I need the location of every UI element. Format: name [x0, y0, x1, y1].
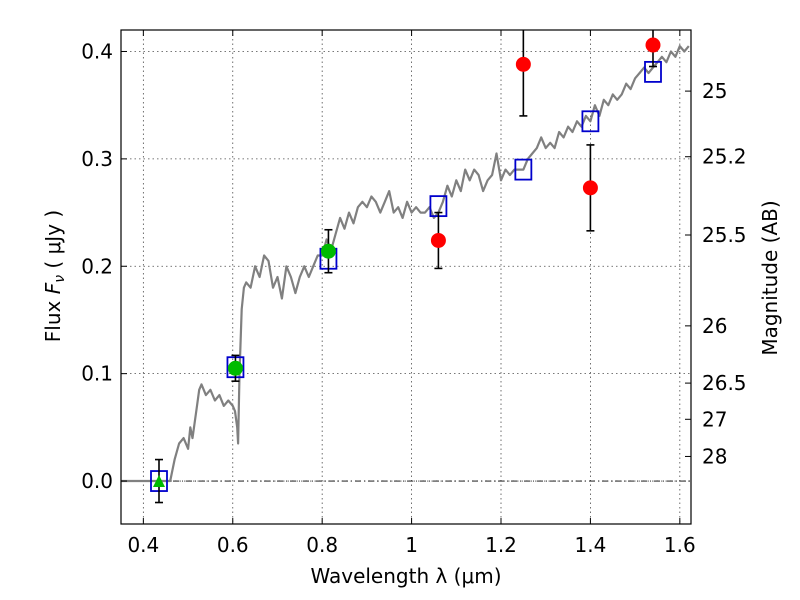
red-flux-point [645, 37, 661, 53]
y2-tick-label: 28 [702, 444, 727, 468]
x-tick-label: 0.8 [306, 533, 338, 557]
marks-layer [150, 30, 662, 504]
red-flux-point [430, 232, 446, 248]
y2-axis-label: Magnitude (AB) [758, 200, 782, 355]
y-axis-label: Flux Fν ( μJy ) [41, 210, 68, 342]
green-flux-point [320, 243, 336, 259]
y2-tick-label: 25.2 [702, 145, 747, 169]
y2-tick-label: 27 [702, 407, 727, 431]
x-tick-label: 1.2 [485, 533, 517, 557]
x-tick-label: 1 [405, 533, 418, 557]
template-spectrum-line [121, 44, 690, 483]
red-flux-point [582, 180, 598, 196]
y2-tick-label: 26 [702, 314, 727, 338]
y-tick-label: 0.2 [81, 254, 113, 278]
model-flux-square [581, 110, 600, 133]
plot-frame [120, 29, 692, 525]
x-tick-label: 1.6 [664, 533, 696, 557]
y-tick-label: 0.1 [81, 362, 113, 386]
y-tick-label: 0.0 [81, 469, 113, 493]
ticks-layer: 0.4 0.6 0.8 1 1.2 1.4 1.6 0.0 0.1 0.2 0.3 0.4 25 25.2… [81, 30, 747, 557]
y2-tick-label: 26.5 [702, 371, 747, 395]
y-tick-label: 0.3 [81, 147, 113, 171]
green-flux-point [227, 360, 243, 376]
y-axis-label-subscript: ν [52, 275, 68, 283]
x-tick-label: 0.4 [127, 533, 159, 557]
y-axis-label-symbol: F [41, 282, 65, 294]
upper-limit-triangle [153, 475, 165, 488]
red-flux-point [515, 56, 531, 72]
model-flux-square [514, 158, 533, 181]
x-tick-label: 1.4 [575, 533, 607, 557]
y-axis-label-prefix: Flux [41, 294, 65, 342]
y-axis-label-suffix: ( μJy ) [41, 210, 65, 275]
grid-layer [121, 30, 691, 524]
y2-tick-label: 25 [702, 79, 727, 103]
y2-tick-label: 25.5 [702, 223, 747, 247]
y-tick-label: 0.4 [81, 39, 113, 63]
x-axis-label: Wavelength λ (μm) [310, 564, 501, 588]
x-tick-label: 0.6 [217, 533, 249, 557]
